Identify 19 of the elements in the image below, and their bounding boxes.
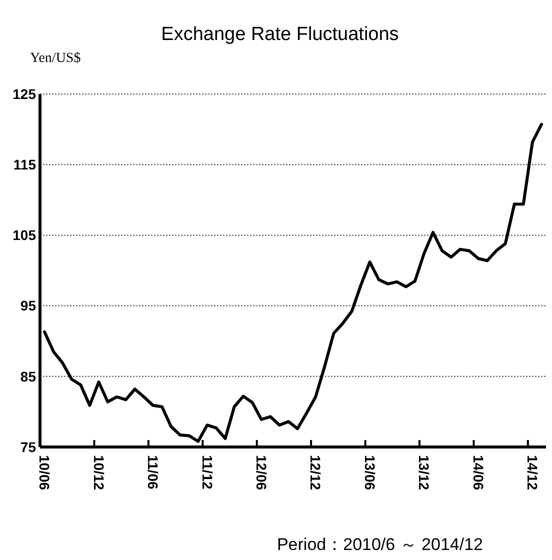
chart-title: Exchange Rate Fluctuations: [161, 24, 399, 45]
x-tick-label: 12/12: [308, 455, 324, 490]
x-tick-label: 13/06: [362, 455, 378, 490]
y-axis-title: Yen/US$: [30, 51, 81, 66]
x-tick-label: 11/12: [199, 455, 216, 490]
y-tick-label: 75: [20, 438, 36, 455]
y-tick-label: 125: [12, 86, 36, 102]
x-tick-label: 10/12: [90, 455, 107, 490]
y-tick-label: 85: [20, 368, 36, 384]
y-tick-label: 95: [20, 298, 36, 314]
x-tick-label: 13/12: [416, 455, 432, 490]
x-tick-label: 12/06: [253, 455, 270, 490]
x-tick-label: 14/06: [470, 455, 486, 490]
x-axis-title: Period：2010/6 ～ 2014/12: [276, 535, 484, 554]
y-tick-label: 105: [12, 227, 36, 244]
x-tick-label: 10/06: [36, 455, 53, 490]
x-tick-label: 14/12: [524, 455, 541, 490]
y-tick-label: 115: [13, 156, 36, 172]
x-tick-label: 11/06: [145, 455, 162, 490]
